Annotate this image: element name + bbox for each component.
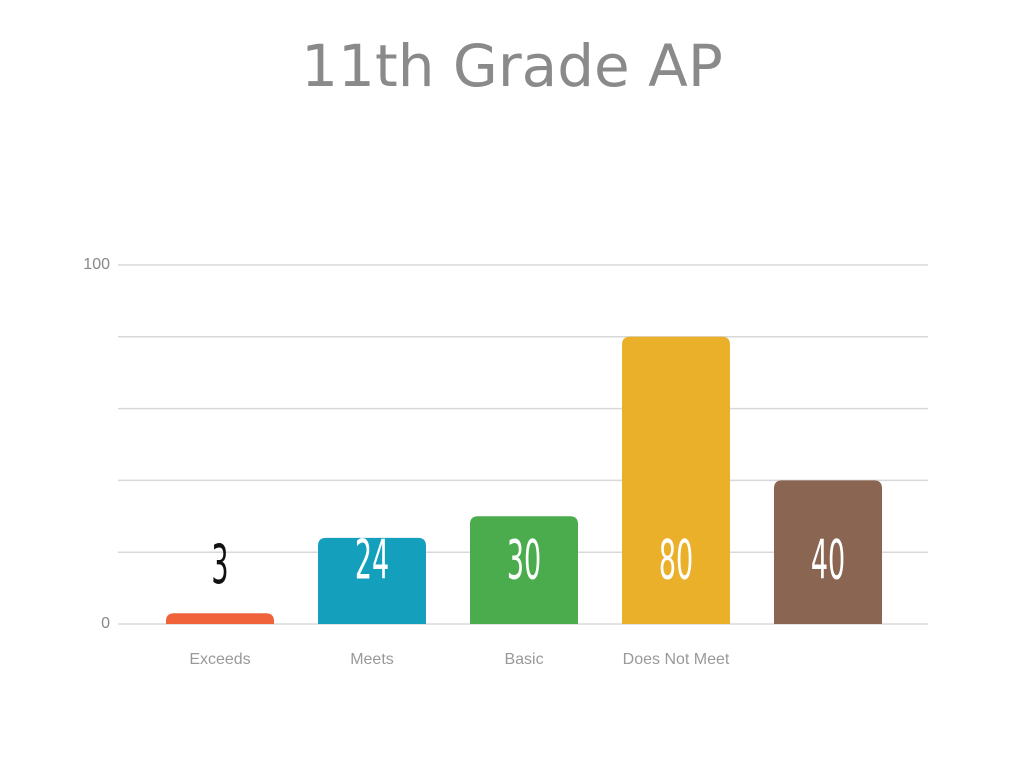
bar	[774, 480, 882, 624]
chart-title: 11th Grade AP	[301, 32, 723, 100]
y-tick-label: 0	[101, 615, 110, 632]
value-label: 30	[507, 529, 541, 592]
bar	[622, 336, 730, 624]
y-tick-label: 100	[83, 256, 110, 273]
x-tick-label: Exceeds	[189, 651, 250, 668]
value-label: 40	[811, 529, 845, 592]
bar	[318, 537, 426, 624]
value-label: 3	[211, 533, 228, 596]
value-label: 80	[659, 529, 693, 592]
x-tick-label: Basic	[504, 651, 543, 668]
value-label: 24	[355, 529, 389, 592]
x-tick-label: Does Not Meet	[623, 651, 730, 668]
x-tick-label: Meets	[350, 651, 394, 668]
bar	[470, 516, 578, 624]
bar	[166, 613, 274, 624]
